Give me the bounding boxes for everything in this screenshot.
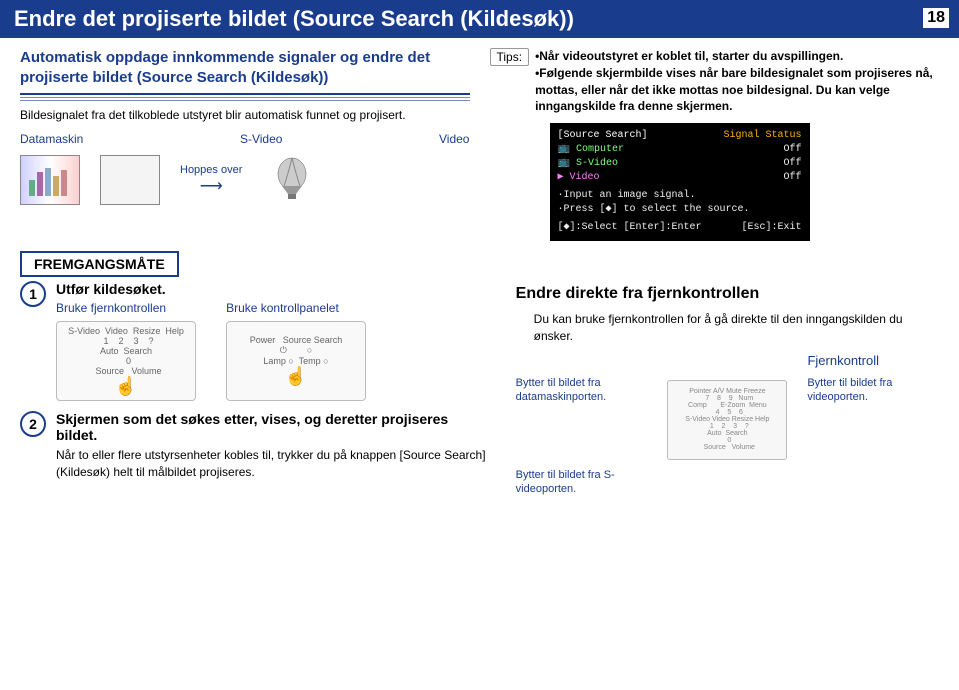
skip-label: Hoppes over: [180, 164, 242, 176]
signal-video: Video: [439, 132, 469, 146]
page-number: 18: [923, 8, 949, 28]
tips-text: •Når videoutstyret er koblet til, starte…: [535, 48, 939, 115]
divider: [20, 93, 470, 101]
step-1-num: 1: [20, 281, 46, 307]
signal-labels: Datamaskin S-Video Video: [20, 132, 470, 146]
page-header: Endre det projiserte bildet (Source Sear…: [0, 0, 959, 38]
remote-label: Fjernkontroll: [516, 353, 939, 368]
port-video: Bytter til bildet fra videoporten.: [807, 376, 939, 405]
tips-line2: •Følgende skjermbilde vises når bare bil…: [535, 66, 933, 114]
osd-bar-left: [◆]:Select [Enter]:Enter: [558, 221, 702, 235]
direct-heading: Endre direkte fra fjernkontrollen: [516, 285, 939, 303]
osd-bar-right: [Esc]:Exit: [741, 221, 801, 235]
osd-src-0: Computer: [576, 144, 624, 155]
step-1-remote-label: Bruke fjernkontrollen: [56, 301, 166, 315]
osd-st-1: Off: [783, 157, 801, 171]
panel-illustration: Power Source Search ⏻ ○ Lamp ○ Temp ○☝: [226, 321, 366, 401]
step-2-body: Når to eller flere utstyrsenheter kobles…: [56, 447, 486, 481]
osd-src-1: S-Video: [576, 158, 618, 169]
tips-column: Tips: •Når videoutstyret er koblet til, …: [490, 48, 940, 241]
step-2: 2 Skjermen som det søkes etter, vises, o…: [20, 411, 486, 489]
thumb-svideo: [100, 155, 160, 205]
tips-line1: •Når videoutstyret er koblet til, starte…: [535, 49, 843, 63]
osd-screenshot: [Source Search] Signal Status 📺 Computer…: [550, 123, 810, 241]
port-svideo: Bytter til bildet fra S-videoporten.: [516, 468, 644, 497]
osd-src-2: Video: [570, 172, 600, 183]
thumb-video: [262, 150, 322, 210]
osd-hint2: ·Press [◆] to select the source.: [558, 203, 802, 217]
step-2-num: 2: [20, 411, 46, 437]
port-computer: Bytter til bildet fra datamaskinporten.: [516, 376, 648, 405]
tips-label: Tips:: [490, 48, 530, 66]
osd-status-label: Signal Status: [723, 129, 801, 143]
osd-st-0: Off: [783, 143, 801, 157]
step-1: 1 Utfør kildesøket. Bruke fjernkontrolle…: [20, 281, 486, 401]
direct-body: Du kan bruke fjernkontrollen for å gå di…: [516, 311, 939, 345]
osd-st-2: Off: [783, 171, 801, 185]
signal-thumbs: Hoppes over ⟶: [20, 150, 470, 210]
thumb-computer: [20, 155, 80, 205]
procedure-heading: FREMGANGSMÅTE: [20, 251, 179, 277]
steps-column: 1 Utfør kildesøket. Bruke fjernkontrolle…: [20, 281, 486, 499]
signal-computer: Datamaskin: [20, 132, 83, 146]
intro-column: Automatisk oppdage innkommende signaler …: [20, 48, 470, 241]
osd-hint1: ·Input an image signal.: [558, 189, 802, 203]
intro-body: Bildesignalet fra det tilkoblede utstyre…: [20, 107, 470, 124]
signal-svideo: S-Video: [240, 132, 282, 146]
step-1-panel-label: Bruke kontrollpanelet: [226, 301, 339, 315]
page-title: Endre det projiserte bildet (Source Sear…: [14, 6, 574, 32]
intro-subhead: Automatisk oppdage innkommende signaler …: [20, 48, 470, 87]
remote-illustration: S-Video Video Resize Help 1 2 3 ? Auto S…: [56, 321, 196, 401]
step-1-title: Utfør kildesøket.: [56, 281, 486, 297]
step-2-title: Skjermen som det søkes etter, vises, og …: [56, 411, 486, 443]
direct-column: Endre direkte fra fjernkontrollen Du kan…: [516, 281, 939, 499]
osd-title: [Source Search]: [558, 129, 648, 143]
remote-full-illustration: Pointer A/V Mute Freeze 7 8 9 Num Comp E…: [667, 380, 787, 460]
